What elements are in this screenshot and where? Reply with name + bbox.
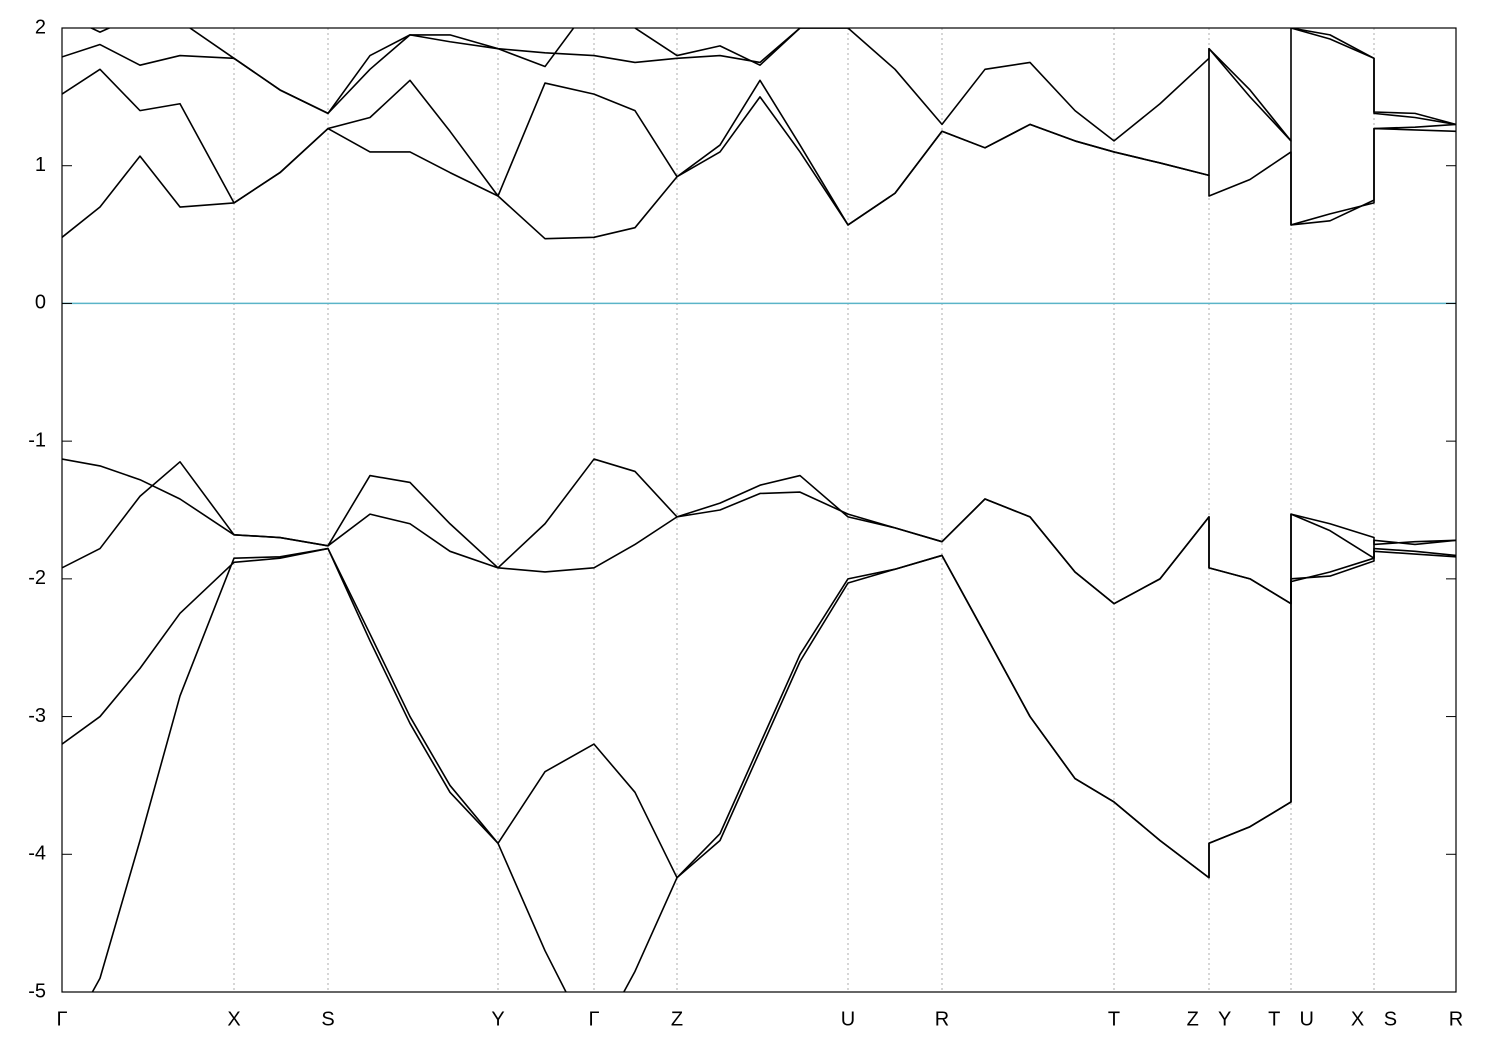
y-tick-label: -3 (28, 705, 46, 727)
band-line (62, 461, 1456, 605)
x-tick-label: Γ (56, 1008, 67, 1030)
band-line (91, 547, 1456, 992)
y-tick-label: 0 (35, 292, 46, 314)
x-tick-label: X (227, 1008, 240, 1030)
x-tick-label: S (321, 1008, 334, 1030)
axes: -5 -4 -3 -2 -1 0 1 2 Γ X S Y Γ Z U R T Z Y T U X S R (28, 16, 1463, 1030)
band-line (62, 96, 1456, 240)
y-tick-label: 1 (35, 154, 46, 176)
x-tick-label: U (841, 1008, 855, 1030)
x-tick-label: Γ (588, 1008, 599, 1030)
x-tick-label: X S (1351, 1008, 1397, 1030)
x-tick-label: R (935, 1008, 949, 1030)
y-tick-label: -5 (28, 980, 46, 1002)
x-tick-label: T U (1268, 1008, 1314, 1030)
x-tick-label: Z Y (1187, 1008, 1232, 1030)
plot-frame (61, 27, 1457, 993)
x-tick-label: R (1449, 1008, 1463, 1030)
y-tick-label: -4 (28, 843, 46, 865)
x-tick-label: Y (491, 1008, 504, 1030)
band-line (62, 47, 1456, 226)
x-tick-label: T (1108, 1008, 1120, 1030)
band-line (89, 28, 1456, 126)
y-tick-label: 2 (35, 16, 46, 38)
bands (62, 28, 1456, 992)
x-tick-label: Z (671, 1008, 683, 1030)
band-line (62, 458, 1456, 605)
grid (61, 28, 1457, 992)
y-tick-label: -2 (28, 567, 46, 589)
y-tick-label: -1 (28, 429, 46, 451)
